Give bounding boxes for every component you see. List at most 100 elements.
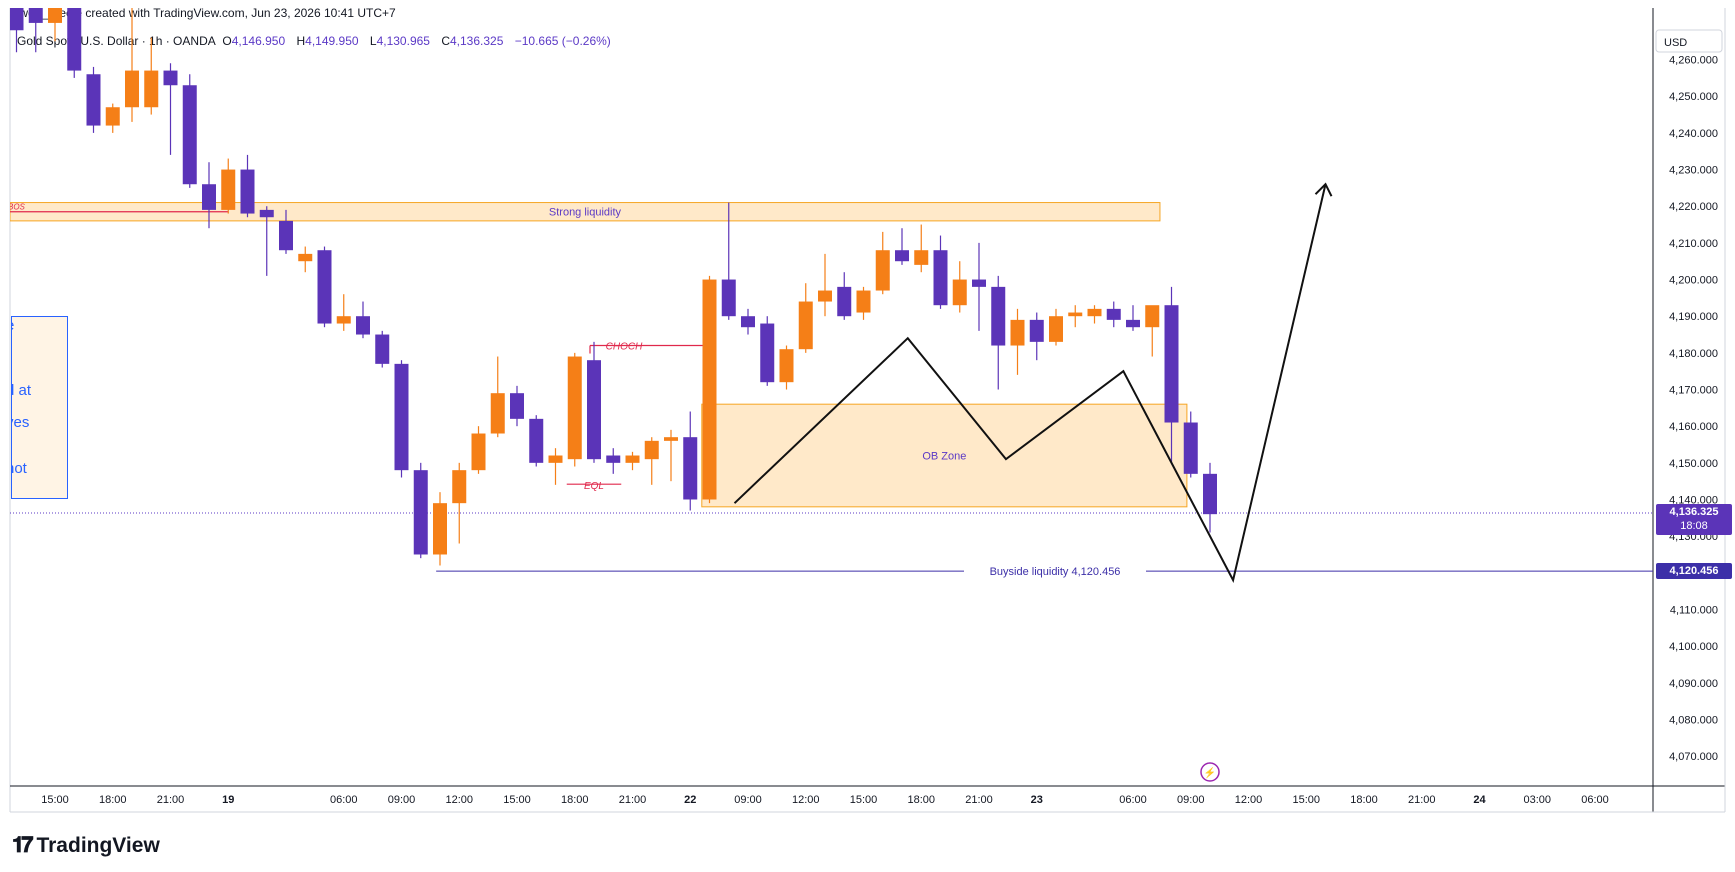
- low-label: L: [369, 34, 377, 48]
- candle-body: [856, 290, 871, 313]
- candle-body: [664, 437, 678, 441]
- price-tick-label: 4,150.000: [1669, 458, 1718, 470]
- price-tick-label: 4,190.000: [1669, 311, 1718, 323]
- lightning-glyph: ⚡: [1204, 766, 1216, 779]
- candle-body: [1010, 319, 1025, 346]
- time-tick-label: 09:00: [388, 794, 416, 806]
- candle-body: [490, 393, 505, 434]
- symbol-legend[interactable]: Gold Spot / U.S. Dollar · 1h · OANDA O4,…: [17, 34, 611, 48]
- currency-label[interactable]: USD: [1664, 37, 1688, 49]
- candle-body: [818, 290, 832, 302]
- brand-name: TradingView: [36, 834, 160, 857]
- price-tick-label: 4,110.000: [1670, 604, 1718, 616]
- candle-body: [991, 286, 1006, 346]
- candle-body: [10, 8, 24, 31]
- price-tick-label: 4,170.000: [1669, 385, 1718, 397]
- high-value: 4,149.950: [305, 34, 359, 48]
- tv-logo-icon: 𝟏𝟕: [12, 832, 34, 857]
- candle-body: [702, 279, 717, 500]
- price-tick-label: 4,070.000: [1669, 751, 1718, 763]
- candle-body: [105, 107, 120, 126]
- candle-body: [952, 279, 967, 306]
- candle-body: [837, 286, 852, 317]
- time-tick-label: 15:00: [41, 794, 69, 806]
- projection-arrowhead: [1314, 182, 1333, 197]
- candle-body: [741, 316, 755, 328]
- candle-body: [914, 250, 929, 265]
- price-tick-label: 4,240.000: [1669, 128, 1718, 140]
- candle-body: [1029, 319, 1044, 342]
- candle-body: [721, 279, 736, 317]
- zone-label: OB Zone: [922, 451, 966, 463]
- time-tick-label: 21:00: [965, 794, 993, 806]
- current-price-value: 4,136.325: [1669, 506, 1719, 518]
- time-tick-label: 15:00: [850, 794, 878, 806]
- time-tick-label: 12:00: [1235, 794, 1263, 806]
- candle-body: [1126, 319, 1140, 328]
- candle-body: [413, 470, 428, 555]
- candle-body: [644, 440, 659, 460]
- candle-body: [259, 209, 274, 218]
- price-tick-label: 4,220.000: [1669, 201, 1718, 213]
- time-tick-label: 06:00: [1581, 794, 1609, 806]
- time-tick-label: 23: [1031, 794, 1043, 806]
- candle-body: [375, 334, 390, 364]
- candle-body: [567, 356, 582, 460]
- zone-strong-liquidity: [10, 202, 1161, 222]
- candle-body: [1087, 308, 1102, 317]
- buyside-liquidity-label: Buyside liquidity 4,120.456: [990, 566, 1121, 578]
- note-line: d at: [12, 382, 32, 399]
- candle-body: [336, 316, 351, 324]
- price-tick-label: 4,180.000: [1669, 348, 1718, 360]
- candle-body: [163, 70, 178, 86]
- candle-body: [394, 363, 409, 471]
- candle-body: [683, 437, 698, 500]
- open-value: 4,146.950: [231, 34, 286, 48]
- low-value: 4,130.965: [376, 34, 430, 48]
- candle-body: [452, 470, 467, 504]
- candle-body: [240, 169, 255, 214]
- time-tick-label: 24: [1473, 794, 1486, 806]
- candle-body: [548, 455, 563, 463]
- price-tick-label: 4,260.000: [1669, 55, 1718, 67]
- candle-body: [1183, 422, 1198, 474]
- candle-body: [48, 8, 62, 23]
- time-tick-label: 03:00: [1523, 794, 1551, 806]
- high-label: H: [296, 34, 306, 48]
- time-tick-label: 15:00: [503, 794, 531, 806]
- chart-caption: Owen_Steele created with TradingView.com…: [10, 6, 396, 20]
- text-note[interactable]: e r d at ves not: [11, 316, 68, 499]
- candle-body: [182, 85, 197, 185]
- plot-layer: Strong liquidity OB Zone BOS CHOCH EQL Buysid…: [10, 8, 1653, 782]
- candle-body: [895, 250, 909, 262]
- candle-body: [779, 349, 794, 383]
- time-tick-label: 21:00: [619, 794, 647, 806]
- bar-countdown: 18:08: [1680, 520, 1708, 532]
- candle-body: [1049, 316, 1063, 342]
- choch-label: CHOCH: [606, 342, 643, 353]
- candle-body: [317, 250, 332, 324]
- currency-box: [1655, 29, 1723, 53]
- candle-body: [125, 70, 139, 108]
- eql-label: EQL: [584, 481, 604, 492]
- liquidity-price-tag: 4,120.456: [1656, 563, 1732, 579]
- candle-body: [144, 70, 159, 108]
- symbol-name: Gold Spot / U.S. Dollar · 1h · OANDA: [17, 34, 216, 48]
- note-line: not: [12, 460, 27, 477]
- time-tick-label: 18:00: [99, 794, 127, 806]
- price-tick-label: 4,080.000: [1669, 714, 1718, 726]
- time-tick-label: 21:00: [157, 794, 185, 806]
- candle-body: [28, 8, 43, 23]
- zone-ob-zone: [701, 403, 1188, 508]
- candle-body: [1068, 312, 1083, 317]
- candle-body: [606, 455, 621, 463]
- close-value: 4,136.325: [449, 34, 504, 48]
- time-tick-label: 06:00: [1119, 794, 1147, 806]
- candle-body: [1106, 308, 1121, 320]
- tradingview-logo[interactable]: 𝟏𝟕 TradingView: [12, 832, 160, 858]
- candle-body: [625, 455, 640, 463]
- price-tick-label: 4,160.000: [1669, 421, 1718, 433]
- time-tick-label: 22: [684, 794, 696, 806]
- time-tick-label: 06:00: [330, 794, 358, 806]
